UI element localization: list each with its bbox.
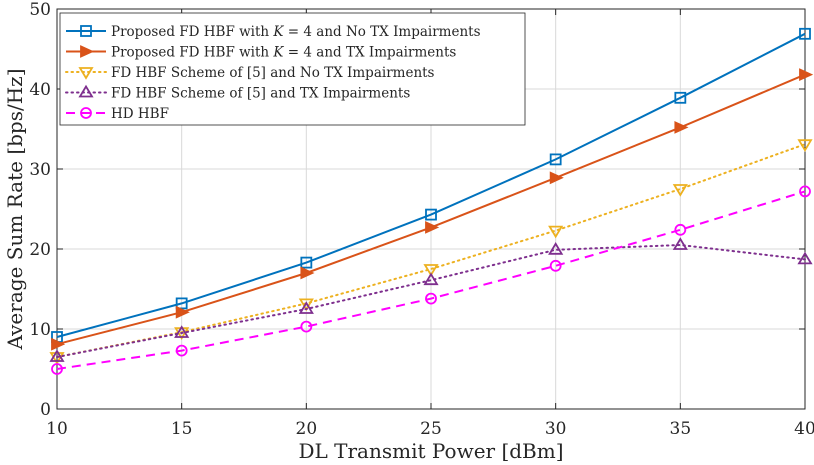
series-1 (51, 27, 811, 343)
legend-label-part: Proposed FD HBF with (111, 24, 273, 40)
data-point-marker (175, 297, 188, 310)
data-point-marker (425, 221, 440, 234)
data-point-marker (49, 352, 65, 365)
data-point-marker (175, 344, 188, 357)
legend-entry: Proposed FD HBF with K = 4 and TX Impair… (66, 45, 456, 61)
legend-marker (80, 107, 92, 119)
legend-label: FD HBF Scheme of [5] and No TX Impairmen… (111, 65, 435, 81)
data-point-marker (300, 320, 313, 333)
legend-marker (80, 45, 95, 58)
x-tick-label: 40 (794, 419, 814, 439)
data-point-marker (423, 264, 439, 277)
legend-label-part: = 4 and No TX Impairments (284, 24, 481, 40)
legend: Proposed FD HBF with K = 4 and No TX Imp… (59, 12, 526, 126)
data-point-marker (674, 121, 689, 134)
legend-entry: FD HBF Scheme of [5] and No TX Impairmen… (65, 65, 435, 81)
data-point-marker (672, 237, 688, 250)
legend-marker (78, 84, 94, 98)
legend-label-part: = 4 and TX Impairments (284, 45, 457, 61)
legend-label-part: FD HBF Scheme of [5] and TX Impairments (111, 86, 410, 102)
legend-label-part: Proposed FD HBF with (111, 45, 273, 61)
legend-label: FD HBF Scheme of [5] and TX Impairments (111, 86, 410, 102)
legend-label-part: HD HBF (111, 106, 169, 122)
x-tick-label: 25 (420, 419, 442, 439)
data-point-marker (298, 298, 314, 312)
y-tick-label: 50 (29, 0, 51, 20)
data-point-marker (548, 225, 564, 239)
data-point-marker (548, 242, 564, 255)
data-point-marker (298, 301, 314, 314)
data-point-marker (51, 363, 63, 375)
y-tick-label: 30 (29, 160, 51, 180)
series-4 (49, 237, 813, 362)
legend-label-part: K (272, 45, 284, 61)
y-axis-label: Average Sum Rate [bps/Hz] (3, 68, 27, 350)
legend-entry: FD HBF Scheme of [5] and TX Impairments (65, 84, 410, 102)
series-5 (51, 185, 811, 375)
series-2 (51, 68, 814, 351)
data-point-marker (674, 223, 687, 236)
data-point-marker (425, 292, 437, 305)
legend-box (59, 12, 526, 126)
data-point-marker (300, 256, 313, 269)
legend-label: Proposed FD HBF with K = 4 and No TX Imp… (111, 24, 481, 40)
x-tick-label: 20 (296, 419, 318, 439)
data-point-marker (425, 208, 437, 221)
legend-label: HD HBF (111, 106, 169, 122)
x-tick-label: 10 (46, 419, 68, 439)
legend-label-part: K (272, 24, 284, 40)
data-point-marker (799, 68, 814, 81)
series-layer (49, 27, 814, 375)
legend-entry: HD HBF (66, 106, 169, 122)
data-point-marker (549, 171, 564, 185)
legend-label-part: FD HBF Scheme of [5] and No TX Impairmen… (111, 65, 435, 81)
data-point-marker (300, 266, 315, 280)
legend-label: Proposed FD HBF with K = 4 and TX Impair… (111, 45, 456, 61)
x-tick-label: 30 (545, 419, 567, 439)
x-axis-label: DL Transmit Power [dBm] (298, 439, 563, 463)
series-line (56, 32, 806, 338)
legend-marker (78, 67, 94, 80)
data-point-marker (51, 337, 66, 351)
data-point-marker (49, 349, 65, 362)
y-tick-label: 10 (29, 320, 51, 340)
data-point-marker (672, 184, 688, 197)
x-tick-label: 15 (171, 419, 193, 439)
legend-entry: Proposed FD HBF with K = 4 and No TX Imp… (66, 24, 481, 40)
data-point-marker (174, 325, 190, 338)
series-line (56, 190, 806, 370)
data-point-marker (799, 27, 811, 40)
data-point-marker (674, 91, 687, 104)
y-tick-label: 0 (40, 400, 51, 420)
x-tick-label: 35 (670, 419, 692, 439)
data-point-marker (549, 259, 562, 272)
data-point-marker (175, 305, 190, 319)
data-point-marker (797, 139, 813, 152)
y-tick-label: 40 (29, 80, 51, 100)
data-point-marker (799, 185, 811, 198)
series-line (56, 243, 806, 358)
data-point-marker (423, 272, 439, 286)
legend-marker (80, 25, 92, 37)
data-point-marker (549, 153, 562, 166)
data-point-marker (797, 251, 813, 265)
y-tick-label: 20 (29, 240, 51, 260)
